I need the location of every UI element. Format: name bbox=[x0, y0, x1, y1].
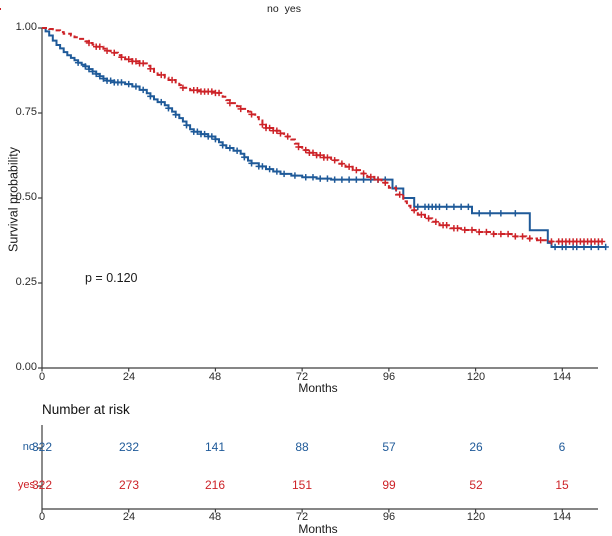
survival-plot bbox=[38, 27, 609, 372]
risk-value: 15 bbox=[555, 478, 569, 492]
legend-item-yes: yes bbox=[0, 3, 302, 15]
legend: no yes bbox=[0, 3, 590, 15]
risk-value: 57 bbox=[382, 440, 396, 454]
xtick-72: 72 bbox=[295, 371, 309, 383]
risk-xtick-144: 144 bbox=[552, 511, 572, 523]
risk-x-axis-title: Months bbox=[298, 522, 338, 536]
risk-value: 322 bbox=[31, 478, 53, 492]
risk-xtick-48: 48 bbox=[208, 511, 222, 523]
xtick-0: 0 bbox=[38, 371, 46, 383]
risk-value: 322 bbox=[31, 440, 53, 454]
risk-value: 88 bbox=[295, 440, 309, 454]
ytick-100: 1.00 bbox=[15, 21, 37, 33]
risk-row-label-no: no bbox=[22, 441, 35, 453]
xtick-48: 48 bbox=[208, 371, 222, 383]
risk-value: 99 bbox=[382, 478, 396, 492]
risk-row-label-yes: yes bbox=[17, 479, 35, 491]
risk-xtick-24: 24 bbox=[122, 511, 136, 523]
risk-table-title: Number at risk bbox=[42, 402, 130, 417]
xtick-96: 96 bbox=[382, 371, 396, 383]
risk-value: 151 bbox=[291, 478, 313, 492]
ytick-025: 0.25 bbox=[15, 276, 37, 288]
survival-curve-no bbox=[42, 27, 606, 248]
risk-xtick-72: 72 bbox=[295, 511, 309, 523]
y-axis-title: Survival probability bbox=[6, 147, 21, 252]
risk-xtick-96: 96 bbox=[382, 511, 396, 523]
risk-value: 232 bbox=[118, 440, 140, 454]
risk-xtick-0: 0 bbox=[38, 511, 46, 523]
p-value-annotation: p = 0.120 bbox=[85, 271, 138, 285]
x-axis-title: Months bbox=[298, 381, 338, 395]
ytick-050: 0.50 bbox=[15, 191, 37, 203]
survival-curve-yes bbox=[42, 27, 602, 243]
xtick-120: 120 bbox=[466, 371, 486, 383]
ytick-000: 0.00 bbox=[15, 361, 37, 373]
risk-value: 52 bbox=[469, 478, 483, 492]
ytick-075: 0.75 bbox=[15, 106, 37, 118]
risk-xtick-120: 120 bbox=[466, 511, 486, 523]
legend-item-no: no bbox=[0, 3, 279, 15]
risk-value: 6 bbox=[558, 440, 566, 454]
xtick-144: 144 bbox=[552, 371, 572, 383]
legend-label-yes: yes bbox=[284, 3, 302, 15]
risk-table-axis bbox=[37, 425, 598, 513]
xtick-24: 24 bbox=[122, 371, 136, 383]
risk-value: 26 bbox=[469, 440, 483, 454]
risk-value: 141 bbox=[204, 440, 226, 454]
risk-value: 273 bbox=[118, 478, 140, 492]
legend-label-no: no bbox=[266, 3, 279, 15]
risk-value: 216 bbox=[204, 478, 226, 492]
